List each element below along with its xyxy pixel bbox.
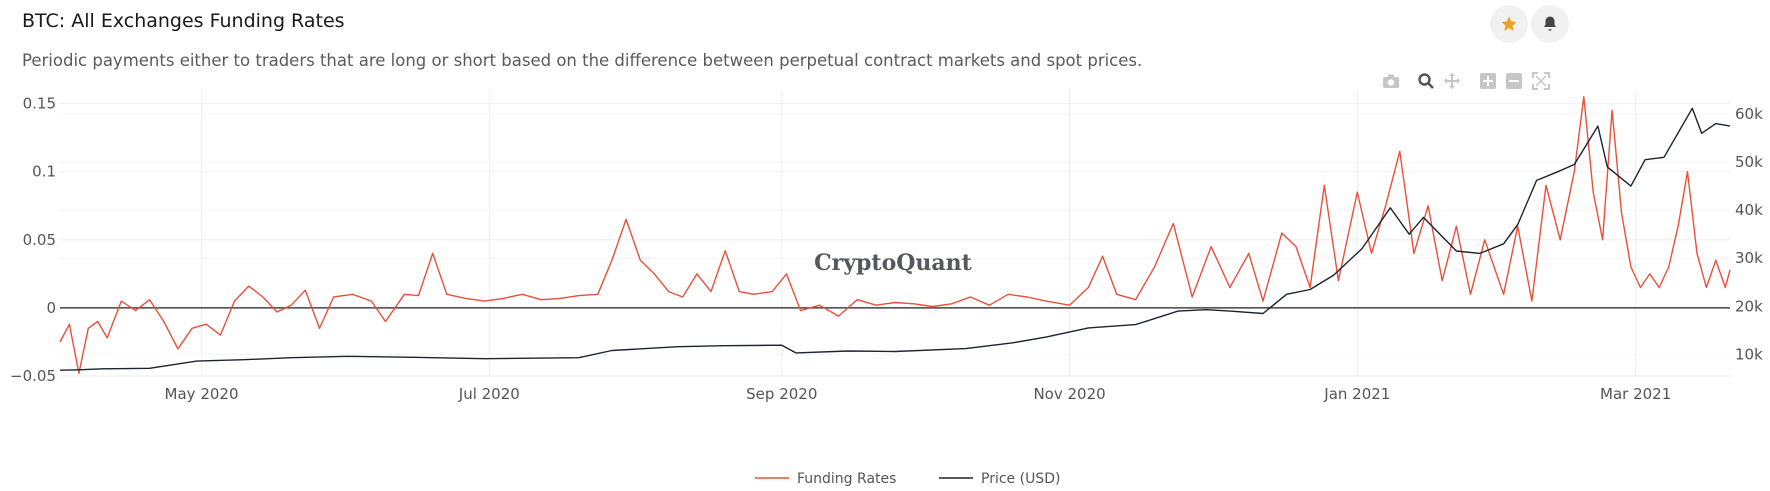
zoom-in-icon — [1480, 73, 1496, 89]
legend-item-funding-rates: Funding Rates — [755, 471, 896, 487]
funding-rates-line — [59, 96, 1731, 374]
y-left-tick-label: 0 — [46, 299, 56, 317]
zoom-out-button[interactable] — [1503, 70, 1525, 92]
pan-icon — [1444, 73, 1460, 89]
x-tick-label: Mar 2021 — [1600, 385, 1671, 403]
legend-item-price: Price (USD) — [939, 471, 1060, 487]
chart-legend[interactable]: Funding Rates Price (USD) — [755, 471, 1060, 487]
alert-button[interactable] — [1531, 5, 1569, 43]
autoscale-button[interactable] — [1530, 70, 1552, 92]
x-tick-label: Jan 2021 — [1323, 385, 1390, 403]
bell-icon — [1544, 16, 1556, 31]
zoom-in-button[interactable] — [1477, 70, 1499, 92]
star-icon — [1501, 16, 1517, 31]
x-tick-label: May 2020 — [165, 385, 239, 403]
y-right-tick-label: 40k — [1735, 201, 1763, 219]
y-left-tick-label: −0.05 — [10, 367, 56, 385]
x-tick-label: Sep 2020 — [746, 385, 817, 403]
zoom-out-icon — [1506, 73, 1522, 89]
x-tick-label: Jul 2020 — [458, 385, 520, 403]
x-tick-label: Nov 2020 — [1033, 385, 1105, 403]
chart-ticks: May 2020 Jul 2020 Sep 2020 Nov 2020 Jan 2021… — [10, 95, 1763, 403]
y-left-tick-label: 0.05 — [23, 231, 56, 249]
download-plot-button[interactable] — [1380, 70, 1402, 92]
chart-series — [59, 96, 1731, 374]
y-left-tick-label: 0.1 — [32, 163, 56, 181]
legend-label: Funding Rates — [797, 471, 896, 487]
y-right-tick-label: 10k — [1735, 345, 1763, 363]
zoom-button[interactable] — [1415, 70, 1437, 92]
favorite-button[interactable] — [1490, 5, 1528, 43]
camera-icon — [1383, 74, 1399, 88]
y-right-tick-label: 50k — [1735, 153, 1763, 171]
y-right-tick-label: 20k — [1735, 297, 1763, 315]
pan-button[interactable] — [1441, 70, 1463, 92]
legend-label: Price (USD) — [981, 471, 1060, 487]
y-right-tick-label: 60k — [1735, 105, 1763, 123]
chart-grid — [60, 90, 1730, 377]
price-usd-line — [59, 107, 1731, 371]
watermark-logo: CryptoQuant — [814, 250, 973, 276]
zoom-icon — [1418, 73, 1434, 89]
autoscale-icon — [1532, 72, 1550, 90]
y-right-tick-label: 30k — [1735, 249, 1763, 267]
page-subtitle: Periodic payments either to traders that… — [22, 51, 1143, 70]
y-left-tick-label: 0.15 — [23, 95, 56, 113]
page-title: BTC: All Exchanges Funding Rates — [22, 10, 345, 32]
